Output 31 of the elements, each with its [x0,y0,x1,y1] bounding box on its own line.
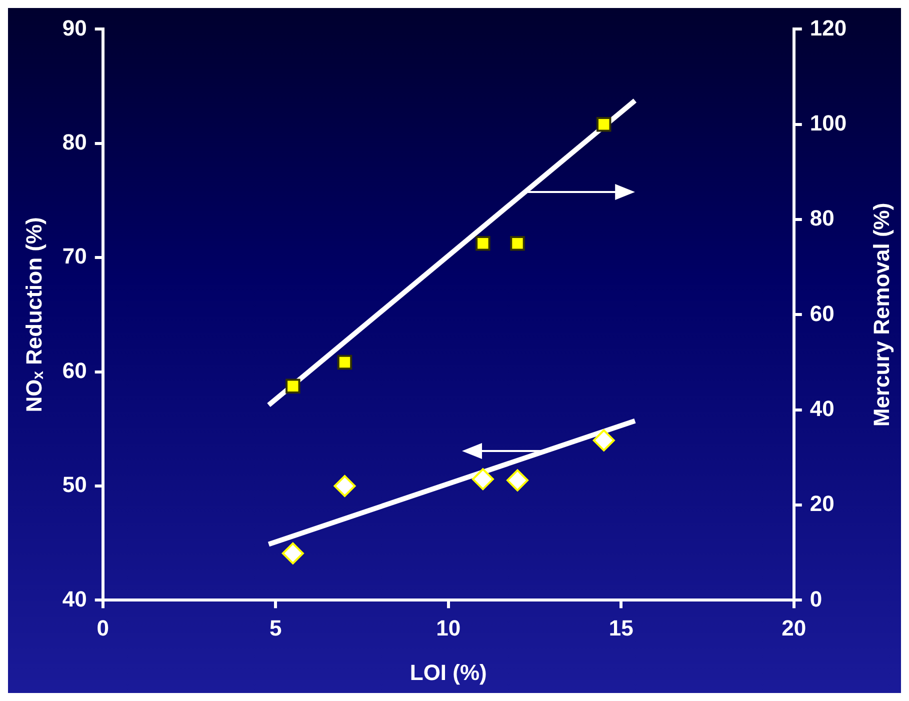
point [510,236,525,251]
point [334,475,356,497]
point [476,236,490,251]
point [282,542,304,564]
point [506,469,528,492]
y-tick-label: 60 [62,358,87,383]
x-tick-label: 20 [782,615,806,640]
y2-tick-label: 20 [810,491,834,516]
point [337,354,352,370]
y2-tick-label: 60 [810,300,834,326]
point [596,117,612,132]
x-tick-label: 10 [436,615,461,640]
y2-tick-label: 100 [810,110,847,136]
y2-tick-label: 80 [810,206,834,231]
point [472,468,494,490]
y-tick-label: 40 [62,586,87,612]
point [286,378,300,394]
y-tick-label: 50 [62,472,87,498]
y-axis-title: NOₓ Reduction (%) [21,217,46,412]
x-tick-label: 0 [96,615,109,640]
y2-tick-label: 0 [810,586,822,612]
y2-tick-label: 120 [810,15,847,40]
y2-tick-label: 40 [810,396,834,421]
y2-axis-title: Mercury Removal (%) [869,202,894,427]
y-tick-label: 80 [62,129,87,154]
point [592,429,615,452]
x-axis-title: LOI (%) [410,660,487,685]
y-tick-label: 90 [62,15,87,40]
x-tick-label: 5 [270,615,282,640]
y-tick-label: 70 [62,244,87,269]
x-tick-label: 15 [608,615,634,640]
